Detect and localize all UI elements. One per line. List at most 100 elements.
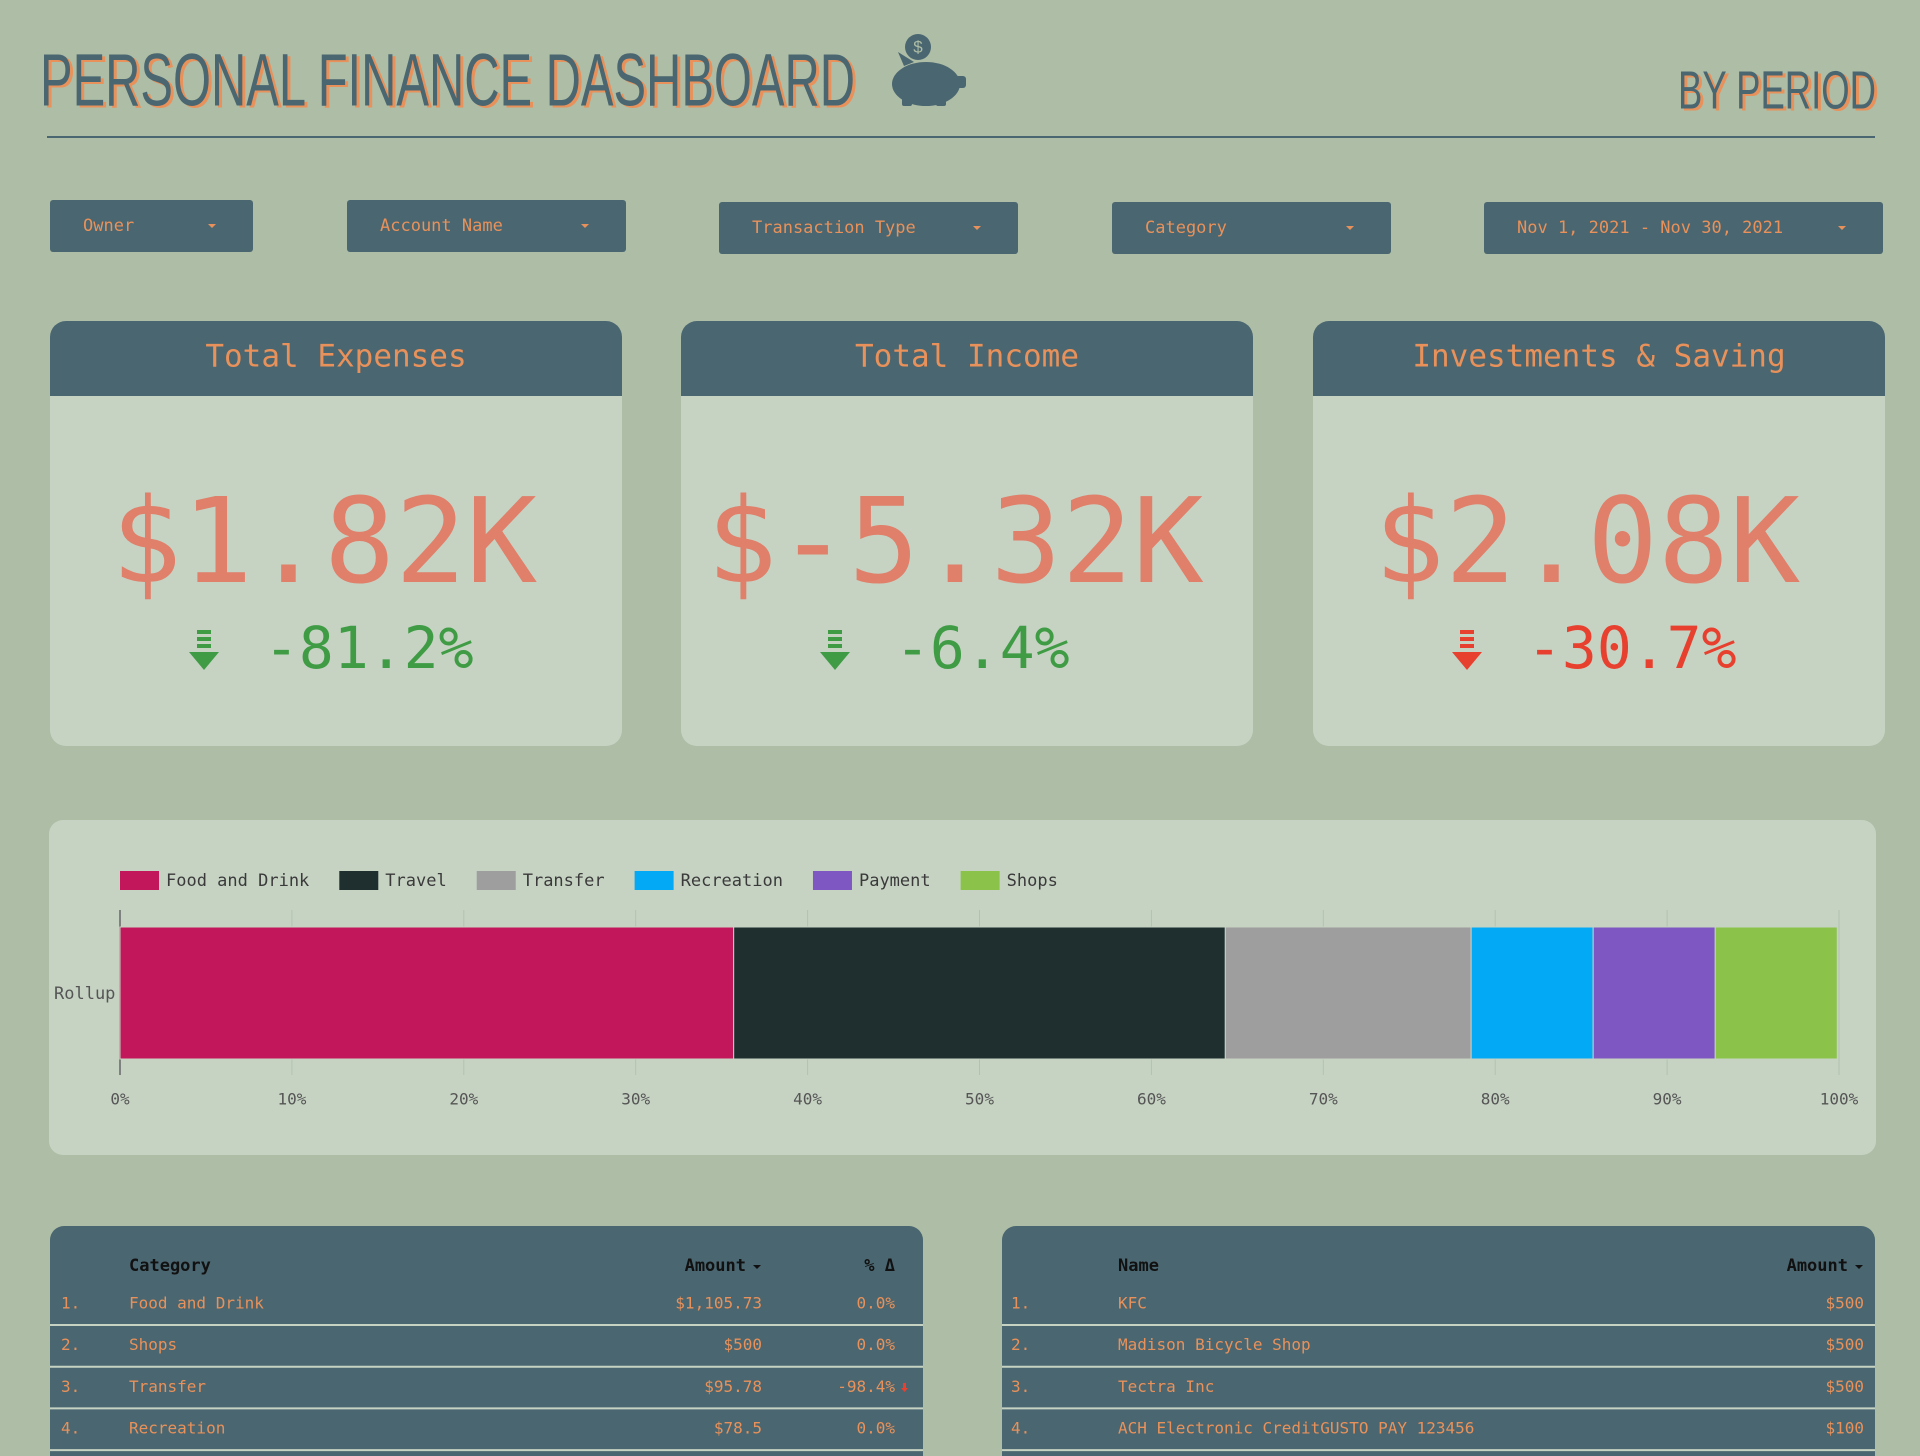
legend-label: Recreation bbox=[681, 871, 783, 891]
table-cell: 0.0% bbox=[856, 1294, 895, 1313]
coin-symbol: $ bbox=[913, 37, 923, 56]
table-cell: 0.0% bbox=[856, 1419, 895, 1438]
table-cell: 4. bbox=[1011, 1419, 1030, 1438]
column-header: % Δ bbox=[864, 1256, 895, 1276]
kpi-card bbox=[50, 321, 622, 746]
legend-swatch bbox=[120, 871, 159, 890]
table-cell: 0.0% bbox=[856, 1335, 895, 1354]
kpi-value: $-5.32K bbox=[706, 472, 1203, 610]
dashboard-subtitle: BY PERIOD bbox=[1678, 60, 1876, 120]
bar-segment bbox=[1592, 926, 1716, 1060]
bar-segment bbox=[1470, 926, 1594, 1060]
piggy-icon bbox=[892, 34, 966, 106]
bar-segment bbox=[119, 926, 735, 1060]
legend-swatch bbox=[339, 871, 379, 890]
legend-swatch bbox=[960, 871, 1000, 890]
table-cell: Transfer bbox=[129, 1377, 206, 1396]
dropdown-caret bbox=[1838, 226, 1846, 230]
x-tick-label: 60% bbox=[1137, 1090, 1166, 1109]
kpi-title: Investments & Saving bbox=[1412, 339, 1785, 375]
table-cell: ACH Electronic CreditGUSTO PAY 123456 bbox=[1118, 1419, 1474, 1438]
filter-dropdown[interactable] bbox=[1112, 202, 1391, 254]
kpi-header bbox=[681, 321, 1253, 396]
legend-label: Shops bbox=[1007, 871, 1058, 891]
x-tick-label: 20% bbox=[449, 1090, 478, 1109]
x-tick-label: 10% bbox=[277, 1090, 306, 1109]
table-cell: 2. bbox=[61, 1335, 80, 1354]
legend-swatch bbox=[812, 871, 852, 890]
legend-label: Transfer bbox=[523, 871, 605, 891]
table-panel bbox=[1002, 1226, 1875, 1456]
table-cell: $500 bbox=[1825, 1335, 1864, 1354]
trend-arrow bbox=[1452, 630, 1482, 670]
dropdown-caret bbox=[208, 224, 216, 228]
column-header: Amount bbox=[1787, 1256, 1848, 1276]
column-header: Name bbox=[1118, 1256, 1159, 1276]
kpi-value: $2.08K bbox=[1374, 472, 1800, 610]
legend-swatch bbox=[634, 871, 674, 890]
legend-label: Travel bbox=[385, 871, 446, 891]
table-cell: Madison Bicycle Shop bbox=[1118, 1335, 1311, 1354]
column-header: Amount bbox=[685, 1256, 746, 1276]
x-tick-label: 40% bbox=[793, 1090, 822, 1109]
kpi-header bbox=[50, 321, 622, 396]
trend-arrow bbox=[820, 630, 850, 670]
table-cell: -98.4% bbox=[837, 1377, 895, 1396]
filter-label: Transaction Type bbox=[752, 218, 916, 238]
table-cell: 4. bbox=[61, 1419, 80, 1438]
x-tick-label: 30% bbox=[621, 1090, 650, 1109]
table-cell: 3. bbox=[1011, 1377, 1030, 1396]
kpi-header bbox=[1313, 321, 1885, 396]
column-header: Category bbox=[129, 1256, 211, 1276]
x-tick-label: 0% bbox=[110, 1090, 130, 1109]
table-cell: $500 bbox=[1825, 1377, 1864, 1396]
x-tick-label: 90% bbox=[1653, 1090, 1682, 1109]
x-tick-label: 80% bbox=[1481, 1090, 1510, 1109]
dropdown-caret bbox=[1346, 226, 1354, 230]
change-indicator bbox=[901, 1383, 908, 1392]
bar-segment bbox=[733, 926, 1226, 1060]
table-cell: 1. bbox=[61, 1294, 80, 1313]
table-cell: $95.78 bbox=[704, 1377, 762, 1396]
table-cell: Food and Drink bbox=[129, 1294, 264, 1313]
dropdown-caret bbox=[581, 224, 589, 228]
filter-dropdown[interactable] bbox=[50, 200, 253, 252]
sort-icon bbox=[1855, 1265, 1863, 1269]
sort-icon bbox=[753, 1265, 761, 1269]
kpi-card bbox=[681, 321, 1253, 746]
filter-dropdown[interactable] bbox=[719, 202, 1018, 254]
kpi-change: -30.7% bbox=[1527, 614, 1737, 682]
bar-segment bbox=[1714, 926, 1838, 1060]
x-tick-label: 50% bbox=[965, 1090, 994, 1109]
kpi-card bbox=[1313, 321, 1885, 746]
kpi-change: -81.2% bbox=[264, 614, 474, 682]
filter-label: Owner bbox=[83, 216, 134, 236]
table-cell: KFC bbox=[1118, 1294, 1147, 1313]
filter-dropdown[interactable] bbox=[1484, 202, 1883, 254]
table-cell: $78.5 bbox=[714, 1419, 762, 1438]
table-panel bbox=[50, 1226, 923, 1456]
table-cell: $500 bbox=[723, 1335, 762, 1354]
table-cell: Tectra Inc bbox=[1118, 1377, 1214, 1396]
table-cell: 1. bbox=[1011, 1294, 1030, 1313]
legend-label: Food and Drink bbox=[166, 871, 309, 891]
kpi-title: Total Income bbox=[855, 339, 1079, 375]
legend-swatch bbox=[476, 871, 516, 890]
table-cell: $500 bbox=[1825, 1294, 1864, 1313]
dashboard-title: PERSONAL FINANCE DASHBOARD bbox=[40, 39, 855, 122]
legend-label: Payment bbox=[859, 871, 931, 891]
y-category-label: Rollup bbox=[54, 984, 115, 1004]
bar-segment bbox=[1224, 926, 1472, 1060]
kpi-change: -6.4% bbox=[895, 614, 1070, 682]
filter-label: Category bbox=[1145, 218, 1227, 238]
trend-arrow bbox=[189, 630, 219, 670]
filter-dropdown[interactable] bbox=[347, 200, 626, 252]
filter-label: Nov 1, 2021 - Nov 30, 2021 bbox=[1517, 218, 1783, 238]
table-cell: Recreation bbox=[129, 1419, 225, 1438]
kpi-value: $1.82K bbox=[111, 472, 537, 610]
x-tick-label: 70% bbox=[1309, 1090, 1338, 1109]
table-cell: 2. bbox=[1011, 1335, 1030, 1354]
dropdown-caret bbox=[973, 226, 981, 230]
filter-label: Account Name bbox=[380, 216, 503, 236]
